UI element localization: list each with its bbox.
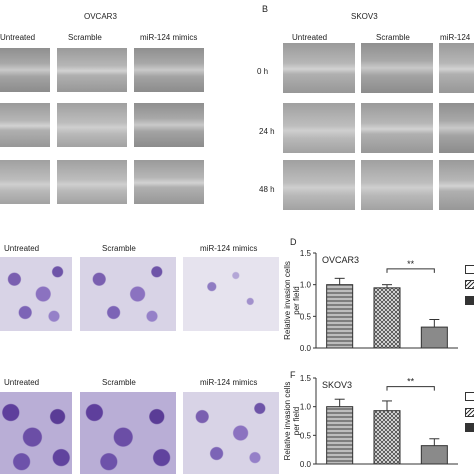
- panel-b-row-48h: 48 h: [259, 185, 275, 194]
- panel-c-col-untreated: Untreated: [4, 244, 40, 253]
- panel-b-image-r3c2: [361, 160, 433, 210]
- legend-swatch-6: [465, 423, 474, 432]
- panel-a-image-r1c1: [0, 48, 50, 92]
- chart-f-sig-bracket: [386, 386, 435, 391]
- panel-f-letter: F: [290, 370, 296, 380]
- legend-swatch-4: [465, 392, 474, 401]
- chart-d-ylabel-line2: per field: [292, 286, 301, 314]
- panel-d-letter: D: [290, 237, 297, 247]
- panel-b-row-24h: 24 h: [259, 127, 275, 136]
- panel-e-image-2: [80, 392, 176, 474]
- panel-b-image-r2c3: [439, 103, 474, 153]
- panel-e-image-1: [0, 392, 72, 474]
- legend-swatch-5: [465, 408, 474, 417]
- chart-f-bar-1: [373, 410, 401, 465]
- chart-d-ytick-label-2: 1.0: [300, 281, 312, 290]
- chart-d-ytick-label-1: 0.5: [300, 312, 312, 321]
- chart-f-bar-0: [326, 406, 354, 465]
- panel-b-image-r1c2: [361, 43, 433, 93]
- panel-a-image-r2c1: [0, 103, 50, 147]
- panel-b-image-r3c3: [439, 160, 474, 210]
- chart-d-title: OVCAR3: [322, 255, 359, 265]
- chart-d-ytick-label-3: 1.5: [300, 249, 312, 258]
- panel-a-image-r2c2: [57, 103, 127, 147]
- panel-b-row-0h: 0 h: [257, 67, 269, 76]
- panel-a-image-r2c3: [134, 103, 204, 147]
- chart-f-ytick-label-3: 1.5: [300, 374, 312, 383]
- panel-a-col-mimics: miR-124 mimics: [140, 33, 198, 42]
- panel-a-image-r1c3: [134, 48, 204, 92]
- chart-d-sig-bracket: [386, 268, 435, 273]
- panel-a-col-scramble: Scramble: [68, 33, 102, 42]
- panel-b-title: SKOV3: [351, 12, 378, 21]
- panel-e-col-untreated: Untreated: [4, 378, 40, 387]
- chart-d-bar-1: [373, 287, 401, 349]
- panel-c-image-3: [183, 257, 279, 331]
- panel-c-col-scramble: Scramble: [102, 244, 136, 253]
- chart-f-ytick-label-1: 0.5: [300, 431, 312, 440]
- panel-a-image-r3c2: [57, 160, 127, 204]
- panel-b-image-r2c1: [283, 103, 355, 153]
- legend-swatch-1: [465, 265, 474, 274]
- chart-f-ytick-label-2: 1.0: [300, 403, 312, 412]
- panel-b-image-r2c2: [361, 103, 433, 153]
- panel-a-col-untreated: Untreated: [0, 33, 36, 42]
- panel-b-col-scramble: Scramble: [376, 33, 410, 42]
- panel-a-title: OVCAR3: [84, 12, 117, 21]
- panel-b-col-mimics: miR-124: [440, 33, 471, 42]
- chart-f-ytick-label-0: 0.0: [300, 460, 312, 469]
- panel-a-image-r3c1: [0, 160, 50, 204]
- chart-f-title: SKOV3: [322, 380, 352, 390]
- panel-c-image-1: [0, 257, 72, 331]
- panel-a-image-r1c2: [57, 48, 127, 92]
- panel-b-image-r3c1: [283, 160, 355, 210]
- panel-e-col-mimics: miR-124 mimics: [200, 378, 258, 387]
- panel-b-col-untreated: Untreated: [292, 33, 328, 42]
- panel-b-letter: B: [262, 4, 269, 14]
- chart-d-ylabel-line1: Relative invasion cells: [283, 261, 292, 340]
- chart-d-sig-label: **: [407, 259, 415, 269]
- panel-c-col-mimics: miR-124 mimics: [200, 244, 258, 253]
- chart-f-ylabel-line2: per field: [292, 407, 301, 435]
- legend-swatch-3: [465, 296, 474, 305]
- panel-c-image-2: [80, 257, 176, 331]
- chart-d-ytick-label-0: 0.0: [300, 344, 312, 353]
- chart-f-ylabel-line1: Relative invasion cells: [283, 382, 292, 461]
- chart-f-bar-2: [420, 445, 448, 465]
- panel-b-image-r1c3: [439, 43, 474, 93]
- panel-a-image-r3c3: [134, 160, 204, 204]
- panel-e-image-3: [183, 392, 279, 474]
- panel-b-image-r1c1: [283, 43, 355, 93]
- panel-e-col-scramble: Scramble: [102, 378, 136, 387]
- chart-f-sig-label: **: [407, 377, 415, 387]
- legend-swatch-2: [465, 280, 474, 289]
